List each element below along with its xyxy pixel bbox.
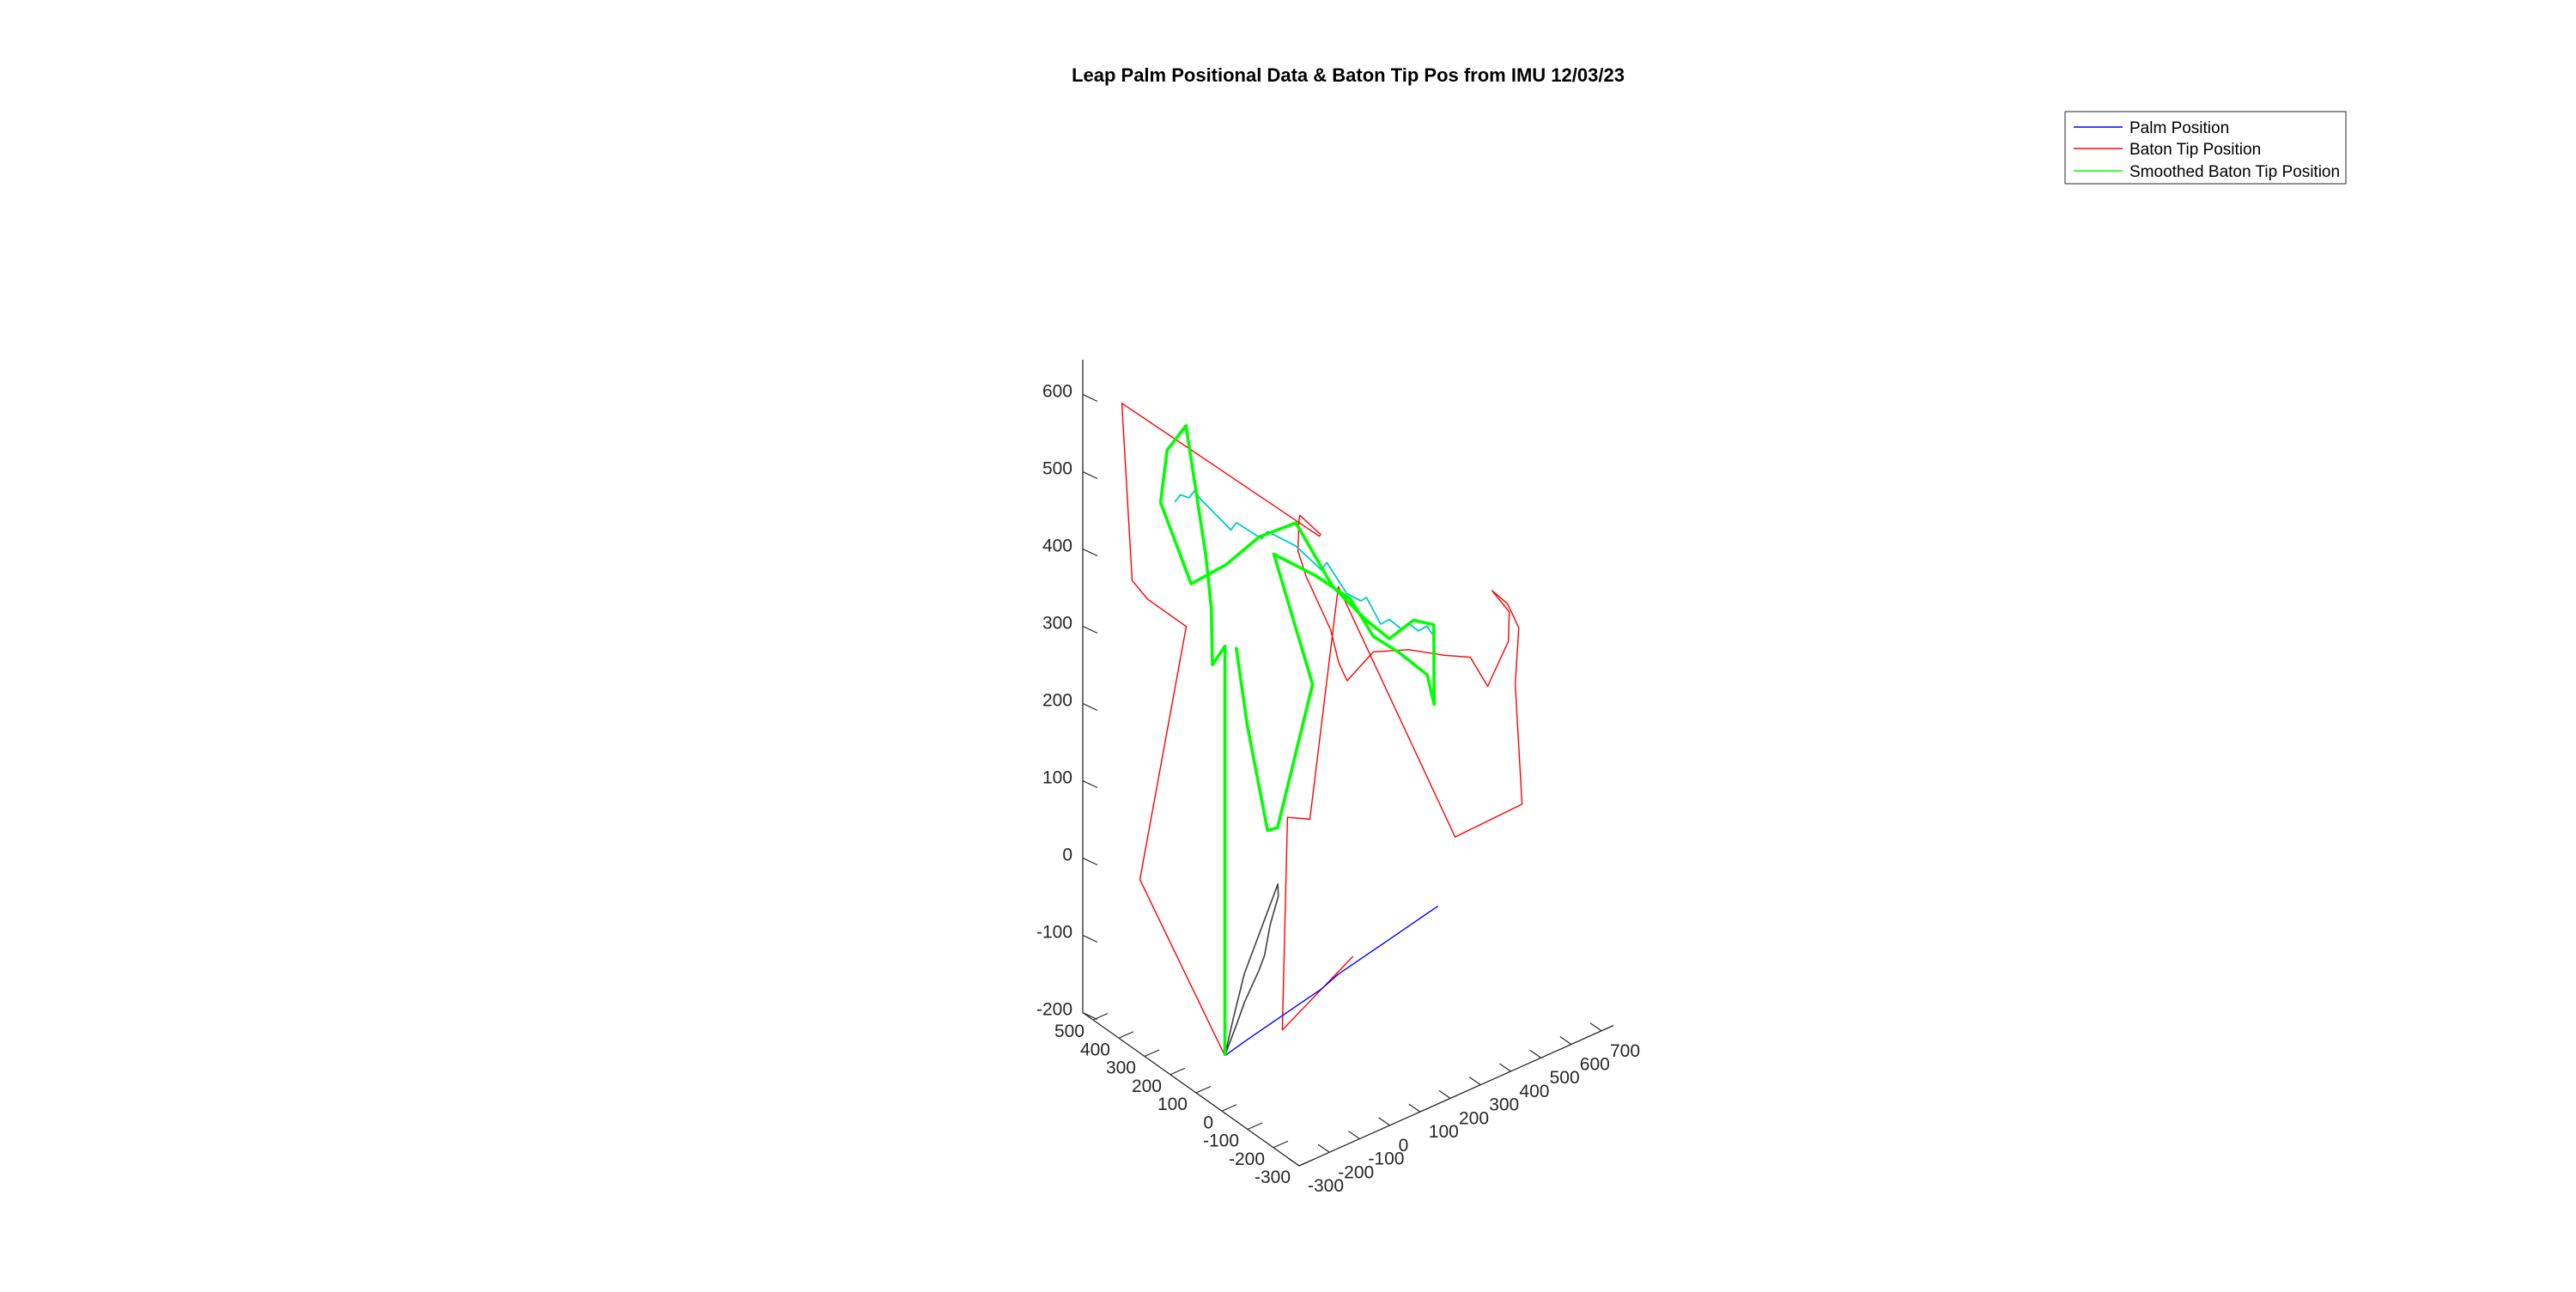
z-tick-label: 100 [1042, 768, 1072, 788]
y-tick-mark [1529, 1049, 1541, 1058]
z-tick-label: 500 [1042, 459, 1072, 479]
y-tick-mark [1287, 1157, 1300, 1167]
z-tick-label: 0 [1062, 846, 1072, 865]
z-tick-label: 400 [1042, 537, 1072, 556]
series-line-smoothed-baton-tip-position [1158, 424, 1436, 1056]
axes-3d: -300-200-1000100200300400500-300-200-100… [1036, 360, 1640, 1196]
z-tick-label: -200 [1036, 1000, 1072, 1020]
legend: Palm Position Baton Tip Position Smoothe… [2064, 111, 2347, 185]
x-tick-label: 200 [1132, 1077, 1162, 1096]
x-tick-mark [1298, 1158, 1315, 1167]
chart-title: Leap Palm Positional Data & Baton Tip Po… [1072, 64, 1625, 86]
x-tick-label: 400 [1080, 1040, 1110, 1059]
series-line-baton-tip-position [1121, 403, 1523, 1057]
x-tick-label: 300 [1106, 1058, 1136, 1078]
x-tick-mark [1247, 1122, 1263, 1131]
y-tick-label: 400 [1519, 1082, 1549, 1101]
x-tick-label: -100 [1203, 1131, 1239, 1151]
y-axis-line [1298, 1024, 1614, 1167]
y-tick-mark [1378, 1117, 1390, 1126]
legend-entry: Smoothed Baton Tip Position [2074, 163, 2340, 181]
y-tick-label: 500 [1550, 1068, 1580, 1088]
y-tick-label: 200 [1459, 1108, 1489, 1128]
y-tick-mark [1468, 1077, 1481, 1086]
z-tick-mark [1082, 548, 1098, 557]
y-tick-mark [1559, 1036, 1572, 1046]
x-tick-mark [1170, 1067, 1186, 1076]
plot-series [1121, 403, 1523, 1057]
y-tick-label: 0 [1399, 1136, 1409, 1156]
z-tick-label: 200 [1042, 691, 1072, 711]
y-tick-label: 600 [1580, 1055, 1610, 1075]
y-tick-mark [1438, 1089, 1451, 1099]
y-tick-label: 100 [1429, 1122, 1459, 1142]
x-tick-mark [1144, 1049, 1160, 1058]
series-line-auxiliary-trace-4 [1224, 883, 1279, 1056]
y-tick-mark [1589, 1022, 1602, 1032]
z-tick-label: -100 [1036, 923, 1072, 943]
z-tick-mark [1082, 857, 1098, 866]
x-tick-label: -200 [1229, 1149, 1265, 1169]
z-tick-mark [1082, 393, 1098, 403]
x-tick-label: 100 [1157, 1095, 1188, 1114]
x-tick-mark [1195, 1085, 1212, 1094]
legend-label-palm: Palm Position [2129, 119, 2229, 137]
z-tick-mark [1082, 702, 1098, 712]
x-tick-mark [1221, 1104, 1237, 1112]
y-tick-mark [1348, 1131, 1360, 1140]
legend-box [2064, 111, 2347, 185]
x-tick-mark [1273, 1140, 1289, 1149]
y-tick-mark [1499, 1063, 1511, 1072]
y-tick-label: -100 [1368, 1149, 1404, 1169]
z-tick-mark [1082, 470, 1098, 480]
legend-label-baton: Baton Tip Position [2129, 141, 2261, 159]
z-tick-mark [1082, 625, 1098, 634]
legend-entry: Baton Tip Position [2074, 141, 2261, 159]
x-tick-mark [1118, 1031, 1134, 1039]
y-tick-label: -300 [1308, 1176, 1344, 1196]
y-tick-mark [1317, 1143, 1330, 1153]
y-tick-mark [1408, 1103, 1421, 1113]
y-tick-label: 300 [1489, 1095, 1519, 1115]
z-tick-mark [1082, 934, 1098, 943]
z-tick-mark [1082, 1011, 1098, 1021]
z-tick-label: 300 [1042, 614, 1072, 634]
x-tick-label: 500 [1054, 1022, 1084, 1041]
z-tick-label: 600 [1042, 382, 1072, 402]
y-tick-label: 700 [1610, 1041, 1640, 1061]
x-tick-label: -300 [1255, 1168, 1291, 1187]
z-tick-mark [1082, 779, 1098, 789]
legend-entry: Palm Position [2074, 119, 2229, 137]
legend-label-smoothed: Smoothed Baton Tip Position [2129, 163, 2340, 181]
series-line-palm-position [1224, 905, 1439, 1057]
y-tick-label: -200 [1338, 1162, 1374, 1182]
x-tick-label: 0 [1203, 1113, 1213, 1132]
